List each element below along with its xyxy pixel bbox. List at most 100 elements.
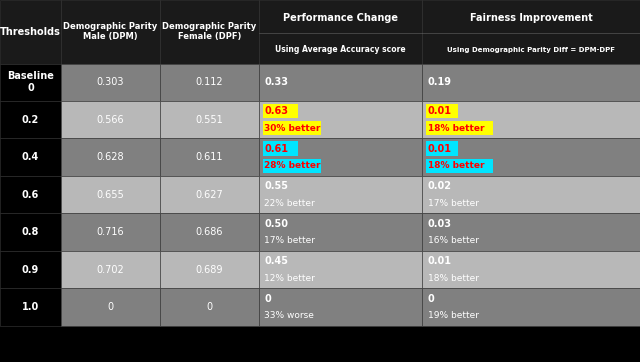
Text: 0.611: 0.611 [196,152,223,162]
Text: 0.03: 0.03 [428,219,452,229]
Bar [0,214,61,251]
Text: 0.686: 0.686 [196,227,223,237]
Bar [160,288,259,326]
Text: 0.61: 0.61 [264,144,289,154]
Bar [263,142,298,156]
Bar [160,64,259,101]
Text: 0.716: 0.716 [97,227,124,237]
Text: Using Demographic Parity Diff = DPM-DPF: Using Demographic Parity Diff = DPM-DPF [447,47,615,52]
Text: Baseline
0: Baseline 0 [7,71,54,93]
Bar [160,0,259,64]
Bar [259,251,422,288]
Text: 0.112: 0.112 [196,77,223,87]
Text: 0.01: 0.01 [428,144,452,154]
Text: 0: 0 [207,302,212,312]
Bar [0,64,61,101]
Bar [61,214,160,251]
Text: 0.655: 0.655 [97,190,124,200]
Text: 19% better: 19% better [428,311,479,320]
Bar [160,139,259,176]
Bar [426,121,493,135]
Text: 28% better: 28% better [264,161,321,170]
Bar [0,0,61,64]
Text: 30% better: 30% better [264,124,321,133]
Text: 0.19: 0.19 [428,77,452,87]
Bar [0,139,61,176]
Text: 0.02: 0.02 [428,181,452,191]
Bar [61,64,160,101]
Bar [160,101,259,139]
Text: Thresholds: Thresholds [0,27,61,37]
Bar [61,288,160,326]
Text: 0.702: 0.702 [97,265,124,275]
Text: 0.303: 0.303 [97,77,124,87]
Text: 22% better: 22% better [264,199,315,208]
Bar [422,64,640,101]
Bar [160,214,259,251]
Bar [259,139,422,176]
Text: 0.4: 0.4 [22,152,39,162]
Bar [422,251,640,288]
Bar [422,101,640,139]
Text: 0.627: 0.627 [196,190,223,200]
Bar [263,121,321,135]
Text: 0.55: 0.55 [264,181,289,191]
Bar [422,288,640,326]
Text: Using Average Accuracy score: Using Average Accuracy score [275,45,406,54]
Text: 0.01: 0.01 [428,106,452,117]
Text: 12% better: 12% better [264,274,315,283]
Bar [259,176,422,214]
Bar [422,214,640,251]
Text: 0.8: 0.8 [22,227,39,237]
Text: 0.01: 0.01 [428,256,452,266]
Bar [61,251,160,288]
Text: Performance Change: Performance Change [284,13,398,23]
Text: 0.689: 0.689 [196,265,223,275]
Text: 0: 0 [108,302,113,312]
Text: 17% better: 17% better [428,199,479,208]
Text: 0.63: 0.63 [264,106,289,117]
Text: 0.2: 0.2 [22,115,39,125]
Text: 16% better: 16% better [428,236,479,245]
Text: 17% better: 17% better [264,236,316,245]
Text: 18% better: 18% better [428,124,484,133]
Bar [61,101,160,139]
Text: 18% better: 18% better [428,274,479,283]
Text: Demographic Parity
Female (DPF): Demographic Parity Female (DPF) [163,22,257,42]
Bar [426,104,458,118]
Bar [422,176,640,214]
Text: Fairness Improvement: Fairness Improvement [470,13,593,23]
Text: 0.566: 0.566 [97,115,124,125]
Text: 0: 0 [428,294,435,304]
Bar [422,139,640,176]
Text: 0.9: 0.9 [22,265,39,275]
Text: 0.6: 0.6 [22,190,39,200]
Bar [426,142,458,156]
Text: Table 3 - The results by applying What-If Tool library to the classification mod: Table 3 - The results by applying What-I… [10,340,342,348]
Bar [160,251,259,288]
Bar [0,176,61,214]
Bar [0,101,61,139]
Text: Demographic Parity
Male (DPM): Demographic Parity Male (DPM) [63,22,157,42]
Text: 0.50: 0.50 [264,219,289,229]
Bar [0,251,61,288]
Bar [61,0,160,64]
Bar [259,101,422,139]
Bar [263,159,321,173]
Text: 0.551: 0.551 [196,115,223,125]
Bar [263,104,298,118]
Bar [259,288,422,326]
Text: 0: 0 [264,294,271,304]
Bar [259,0,422,64]
Bar [61,139,160,176]
Bar [422,0,640,64]
Bar [259,64,422,101]
Text: 18% better: 18% better [428,161,484,170]
Bar [160,176,259,214]
Text: 0.628: 0.628 [97,152,124,162]
Text: 0.45: 0.45 [264,256,289,266]
Text: 0.33: 0.33 [264,77,289,87]
Text: 33% worse: 33% worse [264,311,314,320]
Bar [61,176,160,214]
Text: 1.0: 1.0 [22,302,39,312]
